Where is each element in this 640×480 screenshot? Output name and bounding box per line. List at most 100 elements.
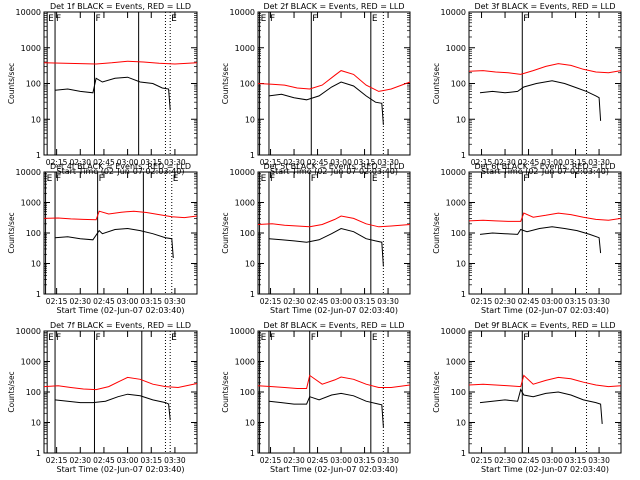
panel-8: Det 8f BLACK = Events, RED = LLD 1 10 100 10… <box>221 321 411 474</box>
x-tick-label: 02:15 <box>46 297 68 306</box>
events-series-line <box>479 226 602 254</box>
x-tick-label: 03:00 <box>117 158 139 167</box>
y-tick-label: 10 <box>456 419 466 428</box>
segment-label: E <box>261 174 267 184</box>
segment-label: F <box>56 14 61 24</box>
events-series-line <box>479 80 602 121</box>
x-tick-label: 03:00 <box>541 456 563 465</box>
y-tick-label: 1 <box>36 449 41 458</box>
y-tick-label: 1 <box>36 290 41 299</box>
x-tick-label: 03:15 <box>140 456 162 465</box>
y-tick-label: 100 <box>451 388 466 397</box>
lld-series-line <box>468 374 622 388</box>
panel-6: Det 6f BLACK = Events, RED = LLD 1 10 100 10… <box>432 162 622 315</box>
lld-series-line <box>257 374 411 389</box>
x-tick-label: 03:15 <box>565 297 587 306</box>
x-tick-label: 02:30 <box>69 456 91 465</box>
y-tick-label: 1000 <box>21 199 41 208</box>
x-tick-label: 02:45 <box>307 297 329 306</box>
y-tick-label: 100 <box>26 229 41 238</box>
events-series-line <box>268 81 384 125</box>
x-tick-label: 03:30 <box>377 456 399 465</box>
segment-label: E <box>171 14 177 24</box>
y-tick-label: 10000 <box>441 8 466 17</box>
x-tick-label: 03:00 <box>117 297 139 306</box>
y-axis-label: Counts/sec <box>432 212 441 253</box>
y-tick-label: 100 <box>451 80 466 89</box>
y-tick-label: 100 <box>26 388 41 397</box>
y-tick-label: 1000 <box>235 44 255 53</box>
segment-label: E <box>48 14 54 24</box>
y-tick-label: 10000 <box>441 168 466 177</box>
x-tick-label: 02:45 <box>307 456 329 465</box>
segment-label: F <box>523 174 528 184</box>
y-tick-label: 1000 <box>446 199 466 208</box>
x-tick-label: 02:30 <box>283 456 305 465</box>
y-tick-label: 1000 <box>446 44 466 53</box>
segment-label: E <box>173 174 179 184</box>
lld-series-line <box>257 215 411 228</box>
y-axis-label: Counts/sec <box>7 63 16 104</box>
panel-title: Det 3f BLACK = Events, RED = LLD <box>474 2 615 11</box>
segment-label: E <box>261 14 267 24</box>
x-tick-label: 02:45 <box>93 456 115 465</box>
panel-title: Det 9f BLACK = Events, RED = LLD <box>474 321 615 330</box>
segment-label: F <box>270 333 275 343</box>
segment-label: E <box>372 174 378 184</box>
y-tick-label: 1 <box>461 290 466 299</box>
y-tick-label: 1 <box>250 151 255 160</box>
x-tick-label: 02:30 <box>283 297 305 306</box>
y-tick-label: 10 <box>456 260 466 269</box>
x-tick-label: 03:00 <box>330 158 352 167</box>
lld-series-line <box>43 210 198 221</box>
panel-3: Det 3f BLACK = Events, RED = LLD 1 10 100 10… <box>432 2 622 176</box>
segment-label: F <box>56 174 61 184</box>
y-axis-label: Counts/sec <box>221 371 230 412</box>
y-tick-label: 10 <box>245 115 255 124</box>
panel-title: Det 2f BLACK = Events, RED = LLD <box>263 2 404 11</box>
events-series-line <box>479 388 603 424</box>
x-tick-label: 02:15 <box>260 297 282 306</box>
y-tick-label: 10000 <box>16 8 41 17</box>
x-tick-label: 02:45 <box>93 158 115 167</box>
x-tick-label: 03:30 <box>588 297 610 306</box>
x-tick-label: 02:30 <box>69 297 91 306</box>
events-series-line <box>268 392 384 428</box>
segment-label: F <box>311 174 316 184</box>
x-tick-label: 03:30 <box>164 297 186 306</box>
x-tick-label: 03:15 <box>354 158 376 167</box>
y-tick-label: 100 <box>451 229 466 238</box>
panel-title: Det 6f BLACK = Events, RED = LLD <box>474 162 615 171</box>
y-axis-label: Counts/sec <box>221 63 230 104</box>
panel-7: Det 7f BLACK = Events, RED = LLD 1 10 100 10… <box>7 321 198 474</box>
plot-frame <box>257 11 411 156</box>
y-tick-label: 1 <box>250 449 255 458</box>
x-tick-label: 02:15 <box>471 158 493 167</box>
y-tick-label: 1 <box>36 151 41 160</box>
x-tick-label: 03:30 <box>588 456 610 465</box>
x-tick-label: 03:15 <box>354 297 376 306</box>
x-tick-label: 03:15 <box>140 297 162 306</box>
segment-label: F <box>523 14 528 24</box>
y-tick-label: 10000 <box>441 327 466 336</box>
x-tick-label: 03:15 <box>140 158 162 167</box>
y-axis-label: Counts/sec <box>432 63 441 104</box>
x-tick-label: 03:30 <box>164 158 186 167</box>
x-tick-label: 02:30 <box>69 158 91 167</box>
plot-frame <box>43 171 198 295</box>
x-tick-label: 02:30 <box>494 297 516 306</box>
y-tick-label: 100 <box>240 80 255 89</box>
y-axis-label: Counts/sec <box>7 371 16 412</box>
y-tick-label: 1 <box>250 290 255 299</box>
x-axis-label: Start Time (02-Jun-07 02:03:40) <box>270 306 398 315</box>
x-tick-label: 03:30 <box>377 297 399 306</box>
y-tick-label: 1000 <box>235 358 255 367</box>
segment-label: F <box>95 14 100 24</box>
lld-series-line <box>468 212 622 222</box>
y-tick-label: 10000 <box>16 168 41 177</box>
y-tick-label: 1000 <box>21 44 41 53</box>
panel-9: Det 9f BLACK = Events, RED = LLD 1 10 100 10… <box>432 321 622 474</box>
segment-label: E <box>372 14 378 24</box>
panel-title: Det 1f BLACK = Events, RED = LLD <box>50 2 191 11</box>
panel-title: Det 7f BLACK = Events, RED = LLD <box>50 321 191 330</box>
